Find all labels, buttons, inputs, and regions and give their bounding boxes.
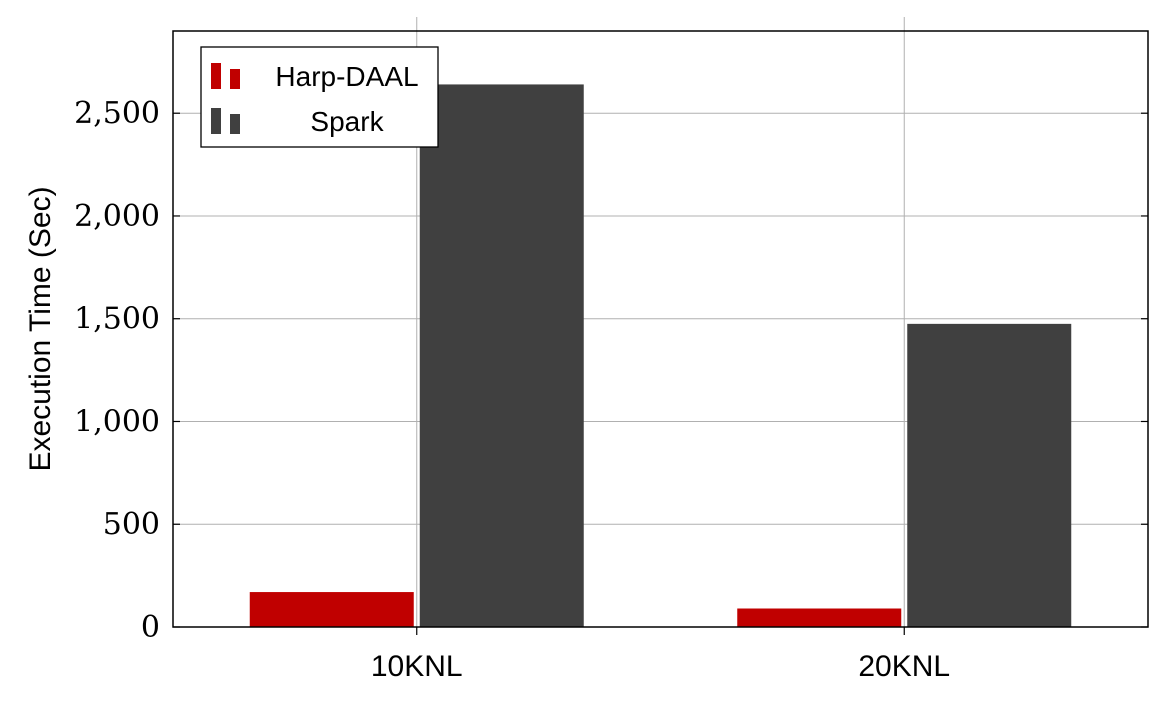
x-tick-label: 20KNL (858, 650, 950, 683)
legend-swatch-harp-daal (230, 69, 240, 89)
y-axis-title: Execution Time (Sec) (24, 186, 57, 471)
bar-spark-10knl (419, 84, 584, 627)
legend-label-spark: Spark (310, 106, 384, 137)
bars (249, 84, 1072, 627)
legend-swatch-spark (211, 108, 221, 134)
legend-box (200, 46, 439, 148)
legend: Harp-DAAL Spark (200, 46, 439, 148)
y-axis-ticks: 0 500 1,000 1,500 2,000 2,500 (74, 96, 1148, 645)
y-tick-label: 1,500 (74, 302, 160, 337)
y-tick-label: 2,000 (74, 199, 160, 234)
y-tick-label: 0 (141, 610, 160, 645)
x-axis-ticks: 10KNL 20KNL (371, 627, 950, 683)
plot-frame (172, 30, 1149, 628)
bar-harp-daal-20knl (737, 608, 902, 627)
bar-spark-20knl (907, 323, 1072, 627)
y-tick-label: 500 (103, 507, 160, 542)
legend-swatch-harp-daal (211, 63, 221, 89)
legend-label-harp-daal: Harp-DAAL (275, 61, 418, 92)
bar-harp-daal-10knl (249, 592, 414, 627)
legend-swatch-spark (230, 114, 240, 134)
x-tick-label: 10KNL (371, 650, 463, 683)
y-tick-label: 1,000 (74, 404, 160, 439)
y-tick-label: 2,500 (74, 96, 160, 131)
